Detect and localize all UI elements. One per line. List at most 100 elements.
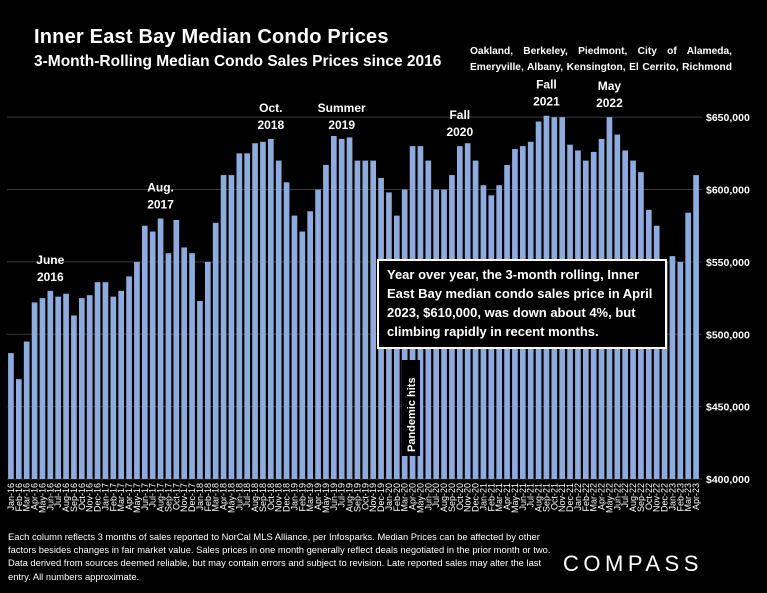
x-tick-label: Jan-17 [100,483,110,511]
bar [31,302,38,479]
bar [220,175,227,479]
x-tick-label: Jan-20 [384,483,394,511]
bar [252,143,258,479]
y-tick-label: $550,000 [706,257,750,269]
x-tick-label: Feb-22 [581,483,591,512]
chart-title: Inner East Bay Median Condo Prices [34,26,389,48]
x-tick-label: Sep-22 [636,483,646,512]
annotation-label: Fall [449,108,470,122]
bar [693,175,699,479]
x-tick-label: Aug-22 [628,483,638,512]
pandemic-label-background [401,360,420,456]
bar [323,164,329,479]
bar [212,222,219,479]
bar [346,137,353,479]
x-tick-label: Mar-22 [589,483,599,512]
x-tick-label: Oct-17 [171,483,181,510]
x-tick-label: Jan-18 [195,483,205,511]
annotation-label: Fall [536,78,557,92]
x-tick-label: Dec-20 [471,483,481,512]
x-tick-label: Jun-17 [140,483,150,511]
pandemic-label: Pandemic hits [406,377,418,452]
bar [173,219,180,480]
x-tick-label: Sep-18 [258,483,268,512]
bar [653,225,660,479]
x-tick-label: Feb-18 [203,483,213,512]
bar [71,315,77,479]
x-tick-label: Dec-19 [376,483,386,512]
bar [362,160,369,479]
y-tick-label: $650,000 [706,112,750,124]
x-tick-label: Nov-22 [652,483,662,512]
x-tick-label: May-16 [37,483,47,513]
x-tick-label: Aug-19 [345,483,355,512]
x-tick-label: Apr-16 [30,483,40,510]
x-tick-label: Apr-18 [219,483,229,510]
x-tick-label: Feb-21 [486,483,496,512]
bar [23,341,30,479]
period-annotations: June 2016 Aug. 2017 Oct. 2018 Summer 2019 Fall 20… [36,78,623,284]
x-tick-label: Feb-17 [108,483,118,512]
x-tick-label: Dec-22 [660,483,670,512]
x-tick-label: Oct-21 [549,483,559,510]
bar [86,295,93,479]
x-tick-label: Nov-19 [368,483,378,512]
x-tick-label: Jul-22 [620,483,630,508]
annotation-label: Summer [318,101,366,115]
bar [8,353,14,479]
bar [299,231,306,479]
x-tick-label: Sep-16 [69,483,79,512]
x-tick-label: Sep-20 [447,483,457,512]
bar [370,160,377,479]
bar [78,298,85,479]
bar [291,215,298,479]
footnote: Each column reflects 3 months of sales r… [8,531,551,582]
annotation-label: Aug. [147,180,174,194]
x-tick-label: May-21 [510,483,520,513]
x-tick-label: Jun-19 [329,483,339,511]
x-tick-label: Feb-16 [14,483,24,512]
annotation-label: 2021 [533,95,560,109]
x-tick-label: Jul-17 [148,483,158,508]
x-tick-label: Sep-19 [352,483,362,512]
x-tick-label: Jul-19 [337,483,347,508]
x-tick-label: Jan-21 [478,483,488,511]
bar [260,141,266,479]
x-tick-label: Jun-18 [234,483,244,511]
bar [283,182,290,480]
bar [39,298,46,479]
x-tick-label: Jan-22 [573,483,583,511]
bar [338,138,345,479]
x-tick-label: May-18 [226,483,236,513]
x-tick-label: Jul-20 [431,483,441,508]
y-tick-label: $600,000 [706,185,750,197]
x-tick-label: May-17 [132,483,142,513]
x-tick-label: Oct-19 [360,483,370,510]
x-tick-label: Nov-21 [557,483,567,512]
compass-logo: COMPASS [563,551,703,576]
x-tick-label: Jun-16 [45,483,55,511]
x-tick-label: Apr-21 [502,483,512,510]
bar [315,189,321,479]
x-tick-label: Apr-22 [597,483,607,510]
bar [236,153,243,479]
x-tick-label: Sep-21 [541,483,551,512]
annotation-label: 2016 [37,270,64,284]
bar [15,379,22,479]
x-tick-label: Jul-16 [53,483,63,508]
x-tick-label: Feb-19 [297,483,307,512]
bar [141,225,148,479]
pandemic-annotation: Pandemic hits [401,360,420,456]
x-tick-label: Mar-18 [211,483,221,512]
x-tick-label: Dec-21 [565,483,575,512]
bar [669,256,676,479]
bar [330,135,337,479]
bar [55,296,62,479]
x-tick-label: Mar-21 [494,483,504,512]
bar [165,253,172,479]
x-tick-label: Mar-16 [22,483,32,512]
bar [685,212,692,479]
bar [189,253,195,479]
bar [63,293,69,479]
x-tick-label: Aug-16 [61,483,71,512]
